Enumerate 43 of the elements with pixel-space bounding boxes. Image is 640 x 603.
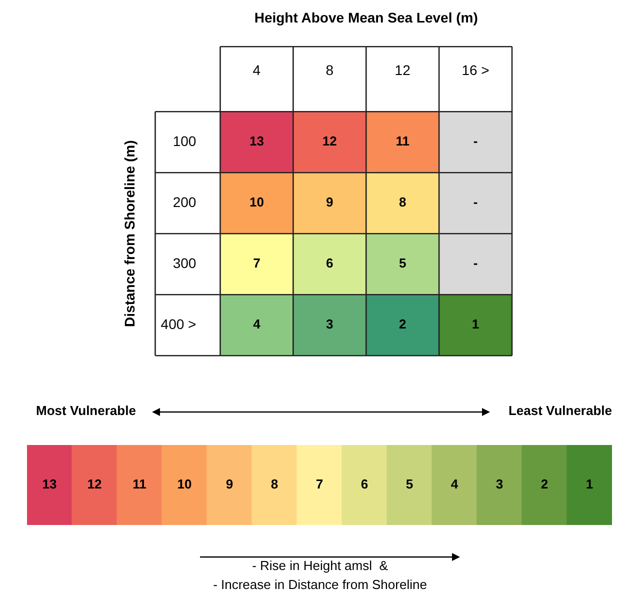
data-label: 11 <box>132 476 146 492</box>
data-label: 4 <box>253 316 262 332</box>
text: - Rise in Height amsl & <box>251 558 389 573</box>
x-axis-title: Height Above Mean Sea Level (m) <box>254 9 478 26</box>
data-label: 8 <box>270 476 278 492</box>
y-tick-label: 100 <box>172 132 196 149</box>
data-label: 5 <box>398 256 406 271</box>
data-label: 2 <box>540 476 548 492</box>
data-label: 2 <box>398 316 406 332</box>
y-tick-label: 300 <box>172 254 196 271</box>
data-label: 6 <box>360 476 368 492</box>
text: Least Vulnerable <box>508 403 612 418</box>
data-label: 4 <box>450 476 459 492</box>
data-label: 1 <box>586 476 594 492</box>
data-label: 5 <box>406 476 414 492</box>
x-tick-label: 8 <box>326 62 334 78</box>
data-label: 9 <box>326 194 334 210</box>
data-label: 10 <box>177 476 192 492</box>
text: - <box>473 194 478 210</box>
text: - Increase in Distance from Shoreline <box>212 577 428 592</box>
data-label: 13 <box>249 134 264 149</box>
data-label: 7 <box>253 256 260 271</box>
data-label: 12 <box>322 134 337 149</box>
data-label: 3 <box>496 476 504 492</box>
y-tick-label: 400 > <box>160 316 196 332</box>
data-label: 12 <box>87 476 102 492</box>
text: - <box>473 256 478 271</box>
y-axis-title: Distance from Shoreline (m) <box>121 140 138 327</box>
text: - <box>473 134 478 149</box>
x-tick-label: 16 > <box>462 62 490 78</box>
data-label: 13 <box>42 476 57 492</box>
data-label: 6 <box>326 256 334 271</box>
x-tick-label: 4 <box>252 62 261 78</box>
data-label: 3 <box>326 316 334 332</box>
x-tick-label: 12 <box>394 62 411 78</box>
y-tick-label: 200 <box>172 194 196 210</box>
data-label: 8 <box>398 194 406 210</box>
data-label: 1 <box>472 316 480 332</box>
data-label: 7 <box>316 476 324 492</box>
data-label: 11 <box>396 134 410 149</box>
data-label: 9 <box>226 476 234 492</box>
text: Most Vulnerable <box>36 403 136 418</box>
data-label: 10 <box>249 194 264 210</box>
